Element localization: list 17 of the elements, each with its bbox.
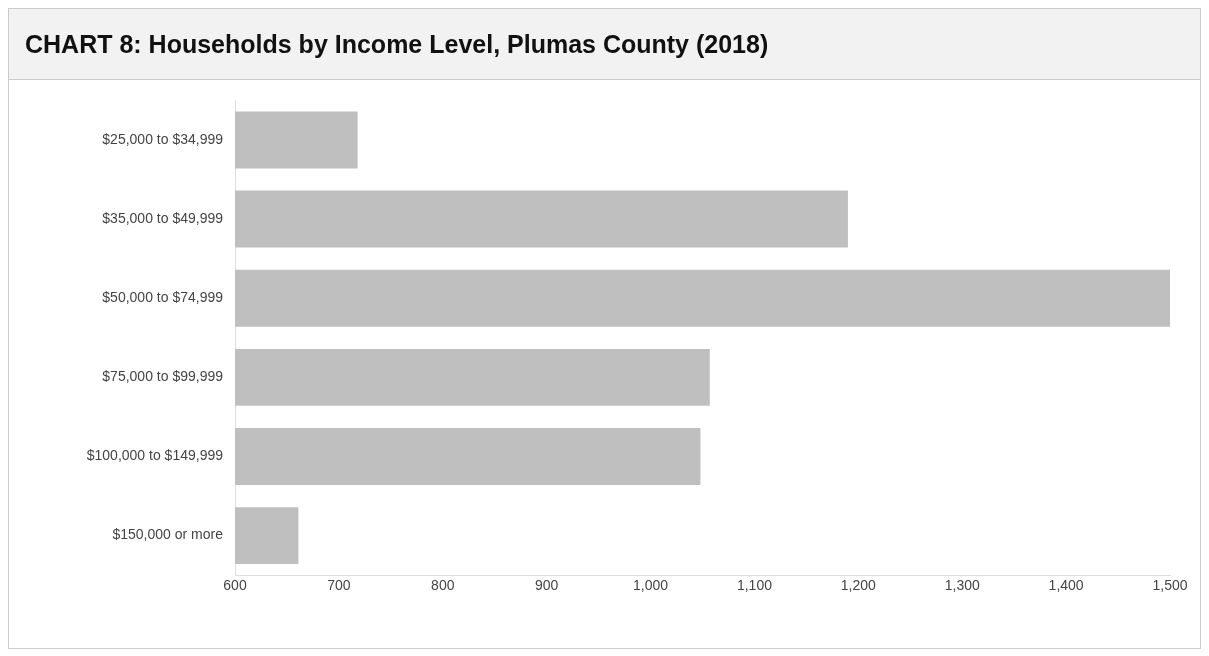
y-tick-label: $100,000 to $149,999 (86, 447, 224, 464)
x-tick-label: 1,400 (1048, 577, 1084, 594)
y-tick-label: $50,000 to $74,999 (102, 289, 224, 306)
x-tick-label: 1,200 (840, 577, 877, 594)
y-tick-label: $35,000 to $49,999 (102, 209, 224, 226)
y-tick-label: $25,000 to $34,999 (102, 130, 224, 147)
x-tick-label: 1,100 (736, 577, 773, 594)
x-tick-label: 900 (534, 577, 559, 594)
x-tick-label: 1,300 (944, 577, 980, 594)
y-tick-label: $75,000 to $99,999 (102, 368, 224, 385)
y-tick-label: $150,000 or more (112, 526, 224, 543)
x-tick-label: 800 (431, 577, 455, 594)
x-tick-label: 700 (327, 577, 351, 594)
x-tick-label: 1,500 (1152, 577, 1188, 594)
x-tick-label: 600 (223, 577, 247, 594)
x-tick-label: 1,000 (633, 577, 669, 594)
chart-title: CHART 8: Households by Income Level, Plumas County (2018) (9, 9, 1200, 80)
